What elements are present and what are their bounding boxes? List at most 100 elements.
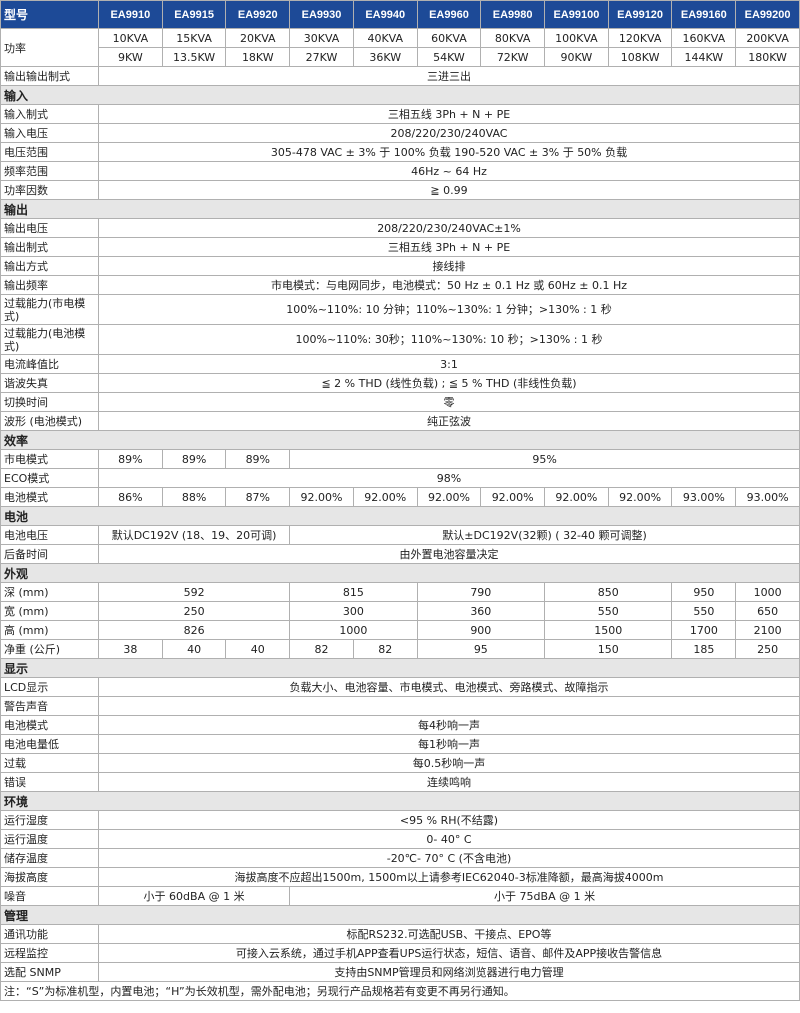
spec-label: 警告声音 <box>0 696 99 716</box>
spec-label: 市电模式 <box>0 449 99 469</box>
power-kva-cell: 40KVA <box>352 28 418 48</box>
spec-value: 208/220/230/240VAC±1% <box>98 218 800 238</box>
section-row: 输入 <box>0 85 800 105</box>
section-row: 环境 <box>0 791 800 811</box>
spec-value: 连续鸣响 <box>98 772 800 792</box>
spec-value: 650 <box>735 601 800 621</box>
spec-value: 360 <box>416 601 546 621</box>
spec-label: 电流峰值比 <box>0 354 99 374</box>
spec-row: 谐波失真 ≦ 2 % THD (线性负载) ; ≦ 5 % THD (非线性负载) <box>0 373 800 393</box>
spec-label: 输出频率 <box>0 275 99 295</box>
spec-value: 零 <box>98 392 800 412</box>
power-kva-cell: 60KVA <box>416 28 482 48</box>
spec-label: 输入制式 <box>0 104 99 124</box>
spec-label: 过载能力(电池模式) <box>0 324 99 355</box>
spec-label: 储存温度 <box>0 848 99 868</box>
spec-row: 输出频率 市电模式：与电网同步，电池模式：50 Hz ± 0.1 Hz 或 60H… <box>0 275 800 295</box>
section-title: 外观 <box>0 563 800 583</box>
power-kva-cell: 160KVA <box>671 28 737 48</box>
power-kw-cell: 36KW <box>352 47 418 67</box>
section-title: 环境 <box>0 791 800 811</box>
spec-value <box>98 696 800 716</box>
power-label: 功率 <box>0 28 99 67</box>
section-row: 输出 <box>0 199 800 219</box>
power-kw-cell: 180KW <box>735 47 800 67</box>
spec-value: 82 <box>352 639 418 659</box>
model-header-ea99160: EA99160 <box>671 0 737 29</box>
spec-row: 过载 每0.5秒响一声 <box>0 753 800 773</box>
spec-row: 运行湿度 <95 % RH(不结露) <box>0 810 800 830</box>
spec-value: 每1秒响一声 <box>98 734 800 754</box>
spec-label: 输出电压 <box>0 218 99 238</box>
spec-value: 92.00% <box>544 487 609 507</box>
spec-label: 频率范围 <box>0 161 99 181</box>
power-kva-cell: 80KVA <box>480 28 546 48</box>
spec-label: 远程监控 <box>0 943 99 963</box>
spec-row: 市电模式 89% 89% 89% 95% <box>0 449 800 469</box>
spec-row: 电压范围 305-478 VAC ± 3% 于 100% 负载 190-520 V… <box>0 142 800 162</box>
spec-row: 深 (mm) 592 815 790 850 950 1000 <box>0 582 800 602</box>
model-header-ea9910: EA9910 <box>98 0 163 29</box>
spec-value: 93.00% <box>735 487 800 507</box>
spec-label: ECO模式 <box>0 468 99 488</box>
spec-row: 电池模式 86% 88% 87% 92.00% 92.00% 92.00% 92.00% 92.… <box>0 487 800 507</box>
spec-value: 支持由SNMP管理员和网络浏览器进行电力管理 <box>98 962 800 982</box>
section-title: 输入 <box>0 85 800 105</box>
spec-label: 过载 <box>0 753 99 773</box>
spec-row: 过载能力(市电模式) 100%~110%: 10 分钟；110%~130%: 1 … <box>0 294 800 325</box>
model-header-ea9960: EA9960 <box>416 0 482 29</box>
power-kva-cell: 15KVA <box>161 28 227 48</box>
spec-row: 后备时间 由外置电池容量决定 <box>0 544 800 564</box>
model-header-ea99100: EA99100 <box>544 0 609 29</box>
spec-value: 92.00% <box>352 487 418 507</box>
spec-value: 95 <box>416 639 546 659</box>
section-row: 效率 <box>0 430 800 450</box>
section-title: 管理 <box>0 905 800 925</box>
spec-value: 小于 60dBA @ 1 米 <box>97 886 291 906</box>
spec-label: 运行温度 <box>0 829 99 849</box>
model-header-ea99200: EA99200 <box>735 0 800 29</box>
model-header-ea99120: EA99120 <box>607 0 673 29</box>
model-header-ea9915: EA9915 <box>161 0 227 29</box>
section-row: 电池 <box>0 506 800 526</box>
spec-row: 电池模式 每4秒响一声 <box>0 715 800 735</box>
spec-value: 三相五线 3Ph + N + PE <box>98 104 800 124</box>
spec-value: 1700 <box>671 620 737 640</box>
spec-row: 噪音 小于 60dBA @ 1 米小于 75dBA @ 1 米 <box>0 886 800 906</box>
power-kw-cell: 13.5KW <box>161 47 227 67</box>
spec-label: 过载能力(市电模式) <box>0 294 99 325</box>
spec-row: 功率因数 ≧ 0.99 <box>0 180 800 200</box>
spec-value: 1000 <box>289 620 418 640</box>
spec-label: 电池电压 <box>0 525 99 545</box>
spec-label: 电池模式 <box>0 715 99 735</box>
spec-row: 警告声音 <box>0 696 800 716</box>
spec-row: 电流峰值比 3:1 <box>0 354 800 374</box>
spec-value: 87% <box>225 487 291 507</box>
spec-row: 高 (mm) 826 1000 900 1500 1700 2100 <box>0 620 800 640</box>
spec-row: 错误 连续鸣响 <box>0 772 800 792</box>
spec-value: 550 <box>544 601 673 621</box>
section-title: 输出 <box>0 199 800 219</box>
spec-value: 默认±DC192V(32颗) ( 32-40 颗可调整) <box>289 525 800 545</box>
spec-value: 89% <box>225 449 291 469</box>
model-header-ea9920: EA9920 <box>225 0 291 29</box>
spec-value: 88% <box>161 487 227 507</box>
spec-value: 38 <box>98 639 163 659</box>
spec-label: 运行湿度 <box>0 810 99 830</box>
section-title: 显示 <box>0 658 800 678</box>
spec-label: 输出方式 <box>0 256 99 276</box>
model-header-ea9980: EA9980 <box>480 0 546 29</box>
spec-value: 250 <box>97 601 291 621</box>
spec-value: 3:1 <box>98 354 800 374</box>
spec-row: 切换时间零 <box>0 392 800 412</box>
header-row: 型号 EA9910 EA9915 EA9920 EA9930 EA9940 EA9960 E… <box>0 0 800 29</box>
spec-value: 小于 75dBA @ 1 米 <box>289 886 800 906</box>
spec-row: 选配 SNMP 支持由SNMP管理员和网络浏览器进行电力管理 <box>0 962 800 982</box>
spec-row: 输入制式 三相五线 3Ph + N + PE <box>0 104 800 124</box>
spec-value: ≦ 2 % THD (线性负载) ; ≦ 5 % THD (非线性负载) <box>98 373 800 393</box>
section-row: 外观 <box>0 563 800 583</box>
section-title: 效率 <box>0 430 800 450</box>
spec-value: 标配RS232.可选配USB、干接点、EPO等 <box>98 924 800 944</box>
spec-label: 通讯功能 <box>0 924 99 944</box>
spec-label: 宽 (mm) <box>0 601 99 621</box>
